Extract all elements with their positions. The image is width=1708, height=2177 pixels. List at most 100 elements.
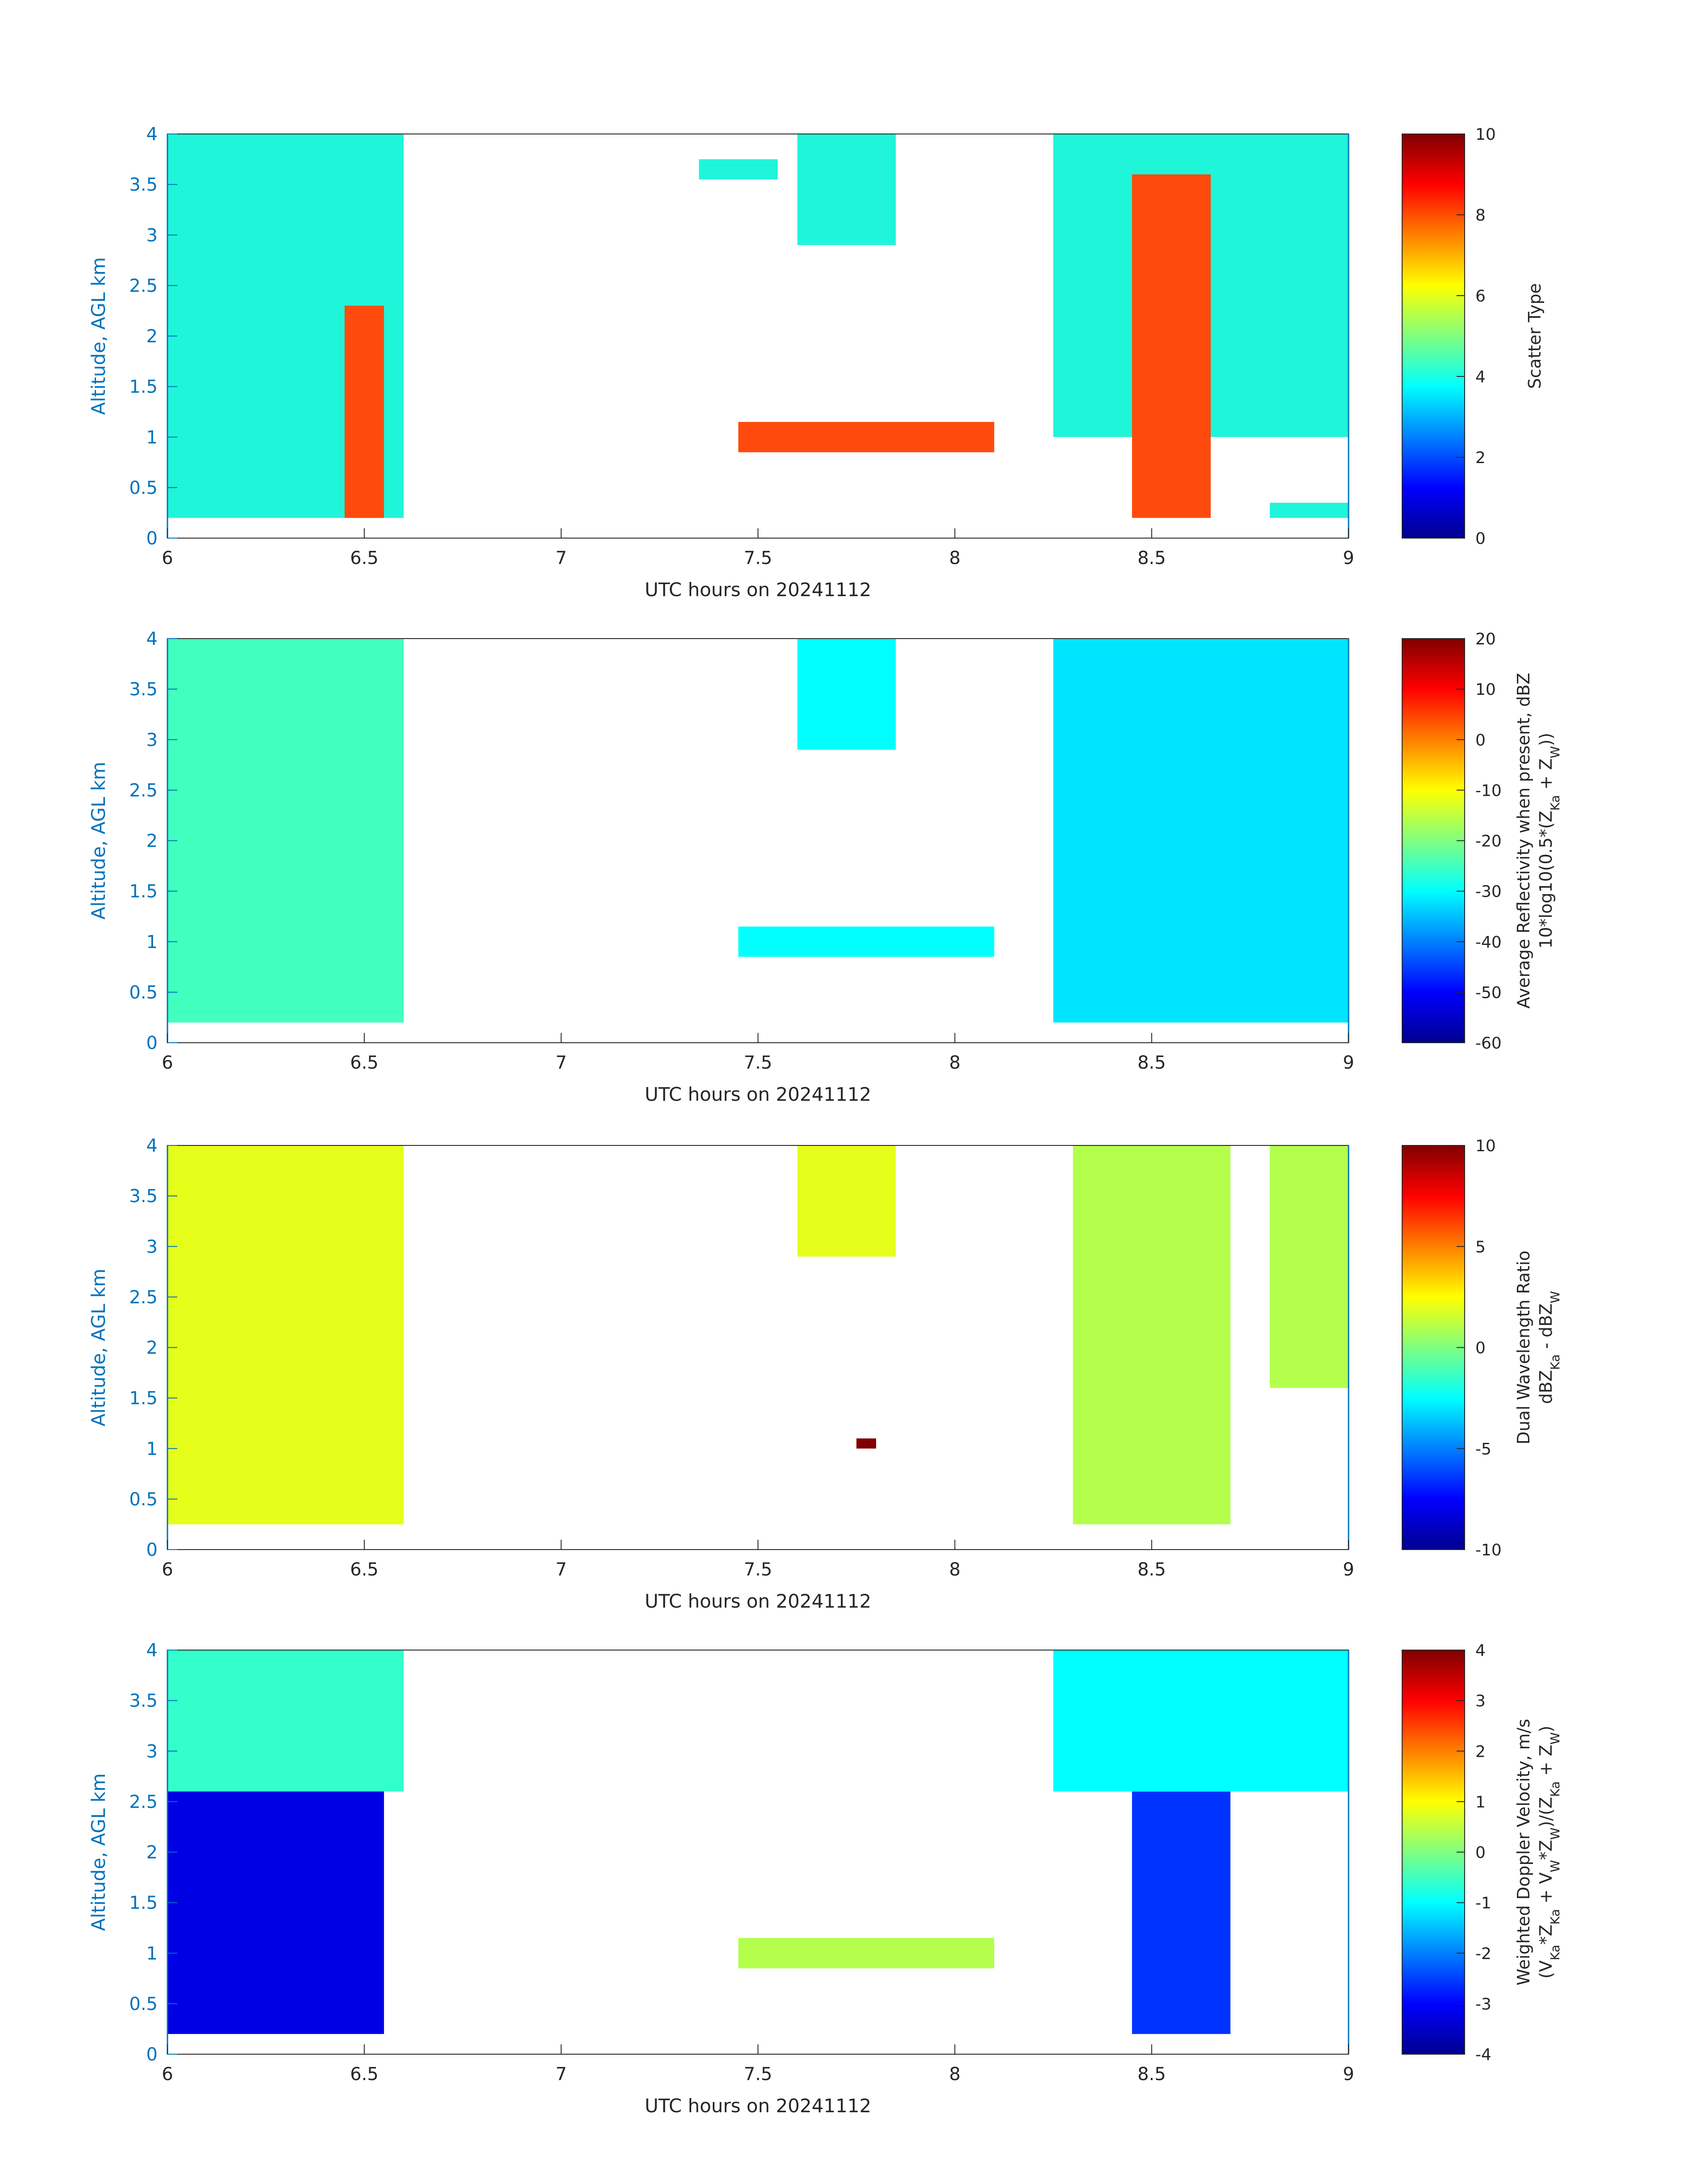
colorbar-label: Average Reflectivity when present, dBZ <box>1514 673 1533 1009</box>
x-tick-label: 9 <box>1343 548 1354 568</box>
colorbar-tick-label: -30 <box>1475 883 1502 901</box>
x-tick-label: 6 <box>162 548 173 568</box>
x-tick-label: 7.5 <box>744 1559 773 1580</box>
colorbar-tick-label: -10 <box>1475 781 1502 800</box>
colorbar-gradient <box>1402 1650 1465 2055</box>
colorbar-label: Dual Wavelength Ratio <box>1514 1250 1533 1444</box>
x-tick-label: 8.5 <box>1137 1053 1166 1073</box>
colorbar-tick-label: -20 <box>1475 832 1502 851</box>
y-tick-label: 2.5 <box>129 1792 158 1812</box>
y-tick-label: 1.5 <box>129 1893 158 1914</box>
x-tick-label: 8 <box>949 1559 960 1580</box>
colorbar-tick-label: 4 <box>1475 368 1486 386</box>
colorbar-sublabel: 10*log10(0.5*(ZKa + ZW)) <box>1536 733 1562 949</box>
y-tick-label: 3.5 <box>129 1186 158 1207</box>
panel-3: 6 6.5 7 7.5 8 8.5 9 0 0.5 1 1.5 2 2.5 3 3.5 4 UTC hours … <box>88 1136 1562 1612</box>
y-tick-label: 3 <box>146 225 158 246</box>
x-tick-label: 8.5 <box>1137 548 1166 568</box>
y-tick-label: 2 <box>146 1843 158 1863</box>
data-region-4 <box>1270 1145 1349 1388</box>
colorbar-tick-label: 4 <box>1475 1642 1486 1660</box>
y-tick-label: 4 <box>146 124 158 145</box>
x-tick-label: 7.5 <box>744 2064 773 2085</box>
data-region-1 <box>167 1145 404 1525</box>
y-tick-label: 1.5 <box>129 377 158 397</box>
x-tick-label: 6.5 <box>350 2064 379 2085</box>
y-tick-label: 0 <box>146 1033 158 1053</box>
y-tick-label: 2.5 <box>129 780 158 801</box>
colorbar-tick-label: 10 <box>1475 681 1496 699</box>
colorbar-label: Weighted Doppler Velocity, m/s <box>1514 1719 1533 1985</box>
y-tick-label: 1 <box>146 1439 158 1459</box>
x-tick-label: 8 <box>949 1053 960 1073</box>
colorbar-tick-label: -2 <box>1475 1945 1491 1963</box>
y-tick-label: 2.5 <box>129 1287 158 1308</box>
colorbar-tick-label: 3 <box>1475 1692 1486 1710</box>
colorbar-tick-label: -5 <box>1475 1440 1491 1458</box>
colorbar-tick-label: -50 <box>1475 984 1502 1002</box>
data-region-5 <box>738 1938 994 1968</box>
y-tick-label: 3 <box>146 1741 158 1762</box>
colorbar-tick-label: 0 <box>1475 1844 1486 1862</box>
x-tick-label: 7.5 <box>744 548 773 568</box>
colorbar-tick-label: 0 <box>1475 530 1486 548</box>
data-region-2 <box>167 1791 384 2034</box>
colorbar-tick-label: 6 <box>1475 287 1486 305</box>
data-region-3 <box>1132 1791 1231 2034</box>
x-tick-label: 7.5 <box>744 1053 773 1073</box>
x-tick-label: 6 <box>162 1053 173 1073</box>
y-axis-label: Altitude, AGL km <box>88 1773 109 1931</box>
colorbar-tick-label: 1 <box>1475 1793 1486 1811</box>
data-region-3 <box>699 159 778 180</box>
y-tick-label: 4 <box>146 1136 158 1156</box>
y-tick-label: 2 <box>146 326 158 347</box>
colorbar-tick-label: -10 <box>1475 1541 1502 1559</box>
y-axis-label: Altitude, AGL km <box>88 257 109 415</box>
colorbar-tick-label: -60 <box>1475 1034 1502 1053</box>
y-tick-label: 2 <box>146 1338 158 1358</box>
colorbar-tick-label: -3 <box>1475 1995 1491 2014</box>
y-tick-label: 4 <box>146 629 158 649</box>
colorbar-tick-label: 5 <box>1475 1238 1486 1256</box>
y-tick-label: 2 <box>146 831 158 852</box>
colorbar-tick-label: 2 <box>1475 449 1486 467</box>
data-region-3 <box>1053 639 1349 1023</box>
colorbar-tick-label: -1 <box>1475 1894 1491 1913</box>
x-tick-label: 8.5 <box>1137 2064 1166 2085</box>
x-axis-label: UTC hours on 20241112 <box>645 579 872 601</box>
colorbar: -10 -5 0 5 10 Dual Wavelength Ratio dBZKa - dB… <box>1402 1137 1562 1559</box>
x-tick-label: 9 <box>1343 1053 1354 1073</box>
colorbar-gradient <box>1402 134 1465 539</box>
data-region-2 <box>797 639 896 750</box>
x-tick-label: 6 <box>162 1559 173 1580</box>
x-axis-label: UTC hours on 20241112 <box>645 1083 872 1105</box>
y-tick-label: 0 <box>146 528 158 549</box>
y-tick-label: 0.5 <box>129 1994 158 2014</box>
y-tick-label: 0.5 <box>129 478 158 498</box>
colorbar-gradient <box>1402 1145 1465 1550</box>
colorbar-sublabel: (VKa*ZKa + VW*ZW)/(ZKa + ZW) <box>1536 1726 1562 1978</box>
y-tick-label: 0 <box>146 2044 158 2065</box>
colorbar-tick-label: 2 <box>1475 1742 1486 1761</box>
panel-1: 6 6.5 7 7.5 8 8.5 9 0 0.5 1 1.5 2 2.5 3 3.5 4 UTC hours … <box>88 124 1545 601</box>
y-tick-label: 1 <box>146 1943 158 1964</box>
data-region-4 <box>797 134 896 245</box>
data-region-8 <box>1270 502 1349 518</box>
x-axis-label: UTC hours on 20241112 <box>645 1590 872 1612</box>
x-tick-label: 9 <box>1343 1559 1354 1580</box>
y-axis-label: Altitude, AGL km <box>88 1269 109 1426</box>
data-region-1 <box>167 639 404 1023</box>
data-region-4 <box>1053 1650 1349 1792</box>
colorbar-tick-label: 0 <box>1475 731 1486 749</box>
y-tick-label: 3.5 <box>129 1691 158 1711</box>
colorbar: -60 -50 -40 -30 -20 -10 0 10 20 Average Reflectiv… <box>1402 630 1562 1053</box>
x-tick-label: 6.5 <box>350 548 379 568</box>
x-axis-label: UTC hours on 20241112 <box>645 2095 872 2117</box>
y-tick-label: 0.5 <box>129 982 158 1003</box>
x-tick-label: 6 <box>162 2064 173 2085</box>
colorbar-tick-label: -40 <box>1475 933 1502 952</box>
data-region-6 <box>1132 174 1211 518</box>
x-tick-label: 9 <box>1343 2064 1354 2085</box>
colorbar-tick-label: -4 <box>1475 2046 1491 2064</box>
